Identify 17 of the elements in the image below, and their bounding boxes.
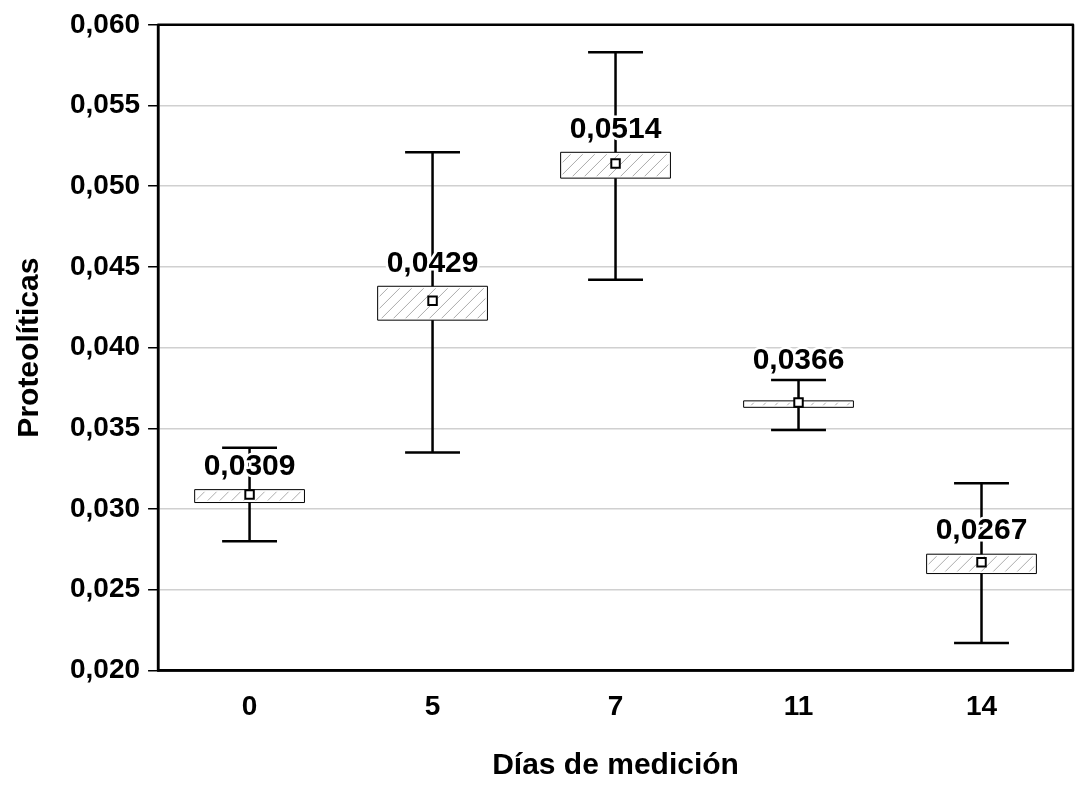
y-tick-label: 0,030 [69, 491, 141, 523]
x-tick-label: 14 [965, 689, 998, 721]
y-tick-label: 0,045 [69, 249, 141, 281]
x-tick-label: 11 [783, 689, 814, 721]
y-tick-label: 0,055 [69, 88, 141, 120]
y-tick-label: 0,035 [69, 411, 141, 443]
text: 0,0366 [752, 342, 845, 376]
y-tick-label: 0,060 [69, 7, 141, 39]
y-tick-label: 0,040 [69, 330, 141, 362]
x-tick-label: 5 [424, 689, 441, 721]
y-axis-title: Proteolíticas [11, 257, 45, 438]
y-tick-label: 0,050 [69, 168, 141, 200]
x-axis-title: Días de medición [492, 747, 739, 781]
x-tick-label: 7 [607, 689, 624, 721]
y-tick-label: 0,020 [69, 653, 141, 685]
x-tick-label: 0 [241, 689, 258, 721]
y-tick-label: 0,025 [69, 572, 141, 604]
